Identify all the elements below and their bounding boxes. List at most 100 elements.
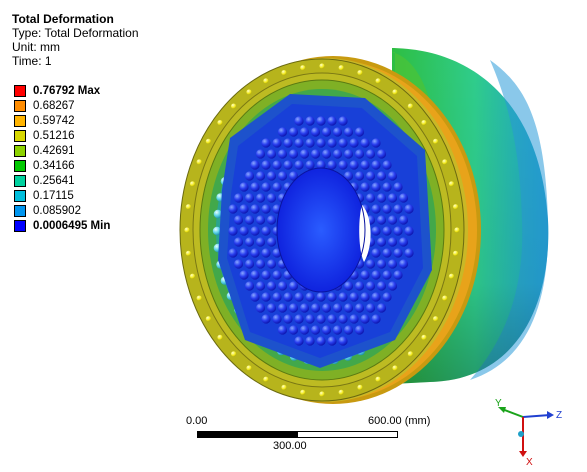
result-type: Type: Total Deformation [12,26,139,40]
blue-ball-icon [387,281,398,291]
bolt-hole-icon [300,389,306,395]
legend-entry: 0.34166 [14,159,75,173]
blue-ball-icon [250,270,260,280]
blue-ball-icon [398,215,409,225]
blue-ball-icon [233,237,244,247]
blue-ball-icon [398,237,409,247]
z-axis-label: Z [556,410,562,421]
blue-ball-icon [376,237,387,247]
blue-ball-icon [294,336,304,346]
blue-ball-icon [283,160,293,170]
legend-swatch [14,175,26,187]
bolt-hole-icon [421,334,427,340]
blue-ball-icon [371,182,381,192]
blue-ball-icon [272,182,282,192]
legend-label: 0.17115 [33,190,74,202]
blue-ball-icon [398,193,409,203]
blue-ball-icon [382,248,392,258]
blue-ball-icon [299,325,310,335]
blue-ball-icon [349,138,359,148]
blue-ball-icon [316,314,326,324]
blue-ball-icon [327,314,337,324]
bolt-hole-icon [453,204,459,210]
legend-label: 0.085902 [33,205,81,217]
legend-swatch [14,205,26,217]
legend-label: 0.25641 [33,175,75,187]
blue-ball-icon [365,171,376,181]
blue-ball-icon [288,303,299,313]
blue-ball-icon [239,226,249,236]
blue-ball-icon [332,325,343,335]
blue-ball-icon [244,193,255,203]
legend-label: 0.34166 [33,160,75,172]
blue-ball-icon [277,171,288,181]
flange-bolts [184,63,460,397]
bolt-hole-icon [231,103,237,109]
result-title: Total Deformation [12,12,114,26]
bolt-hole-icon [319,63,325,69]
blue-ball-icon [316,138,326,148]
blue-ball-icon [244,215,255,225]
blue-ball-icon [305,314,315,324]
legend-label: 0.0006495 Min [33,220,111,232]
scale-left-label: 0.00 [186,415,208,427]
legend-swatch [14,115,26,127]
blue-ball-icon [343,149,354,159]
blue-ball-icon [305,336,315,346]
bolt-hole-icon [205,138,211,144]
blue-ball-icon [299,303,310,313]
bolt-hole-icon [263,376,269,382]
bolt-hole-icon [442,159,448,165]
legend-label: 0.42691 [33,145,75,157]
blue-ball-icon [382,182,392,192]
bolt-hole-icon [217,120,223,126]
blue-ball-icon [255,215,266,225]
x-axis-label: X [526,457,533,467]
axis-triad[interactable]: Y Z X [490,397,570,467]
blue-ball-icon [294,314,304,324]
bolt-hole-icon [375,376,381,382]
blue-ball-icon [288,149,299,159]
blue-ball-icon [382,226,392,236]
blue-ball-icon [338,336,348,346]
x-axis-arrow [519,451,527,457]
legend-entry-min: 0.0006495 Min [14,219,110,233]
blue-ball-icon [321,325,332,335]
cyan-ball-icon [212,226,222,236]
blue-ball-icon [371,292,381,302]
blue-ball-icon [321,149,332,159]
blue-ball-icon [393,226,403,236]
blue-ball-icon [228,204,238,214]
bolt-hole-icon [205,316,211,322]
blue-ball-icon [354,281,365,291]
blue-ball-icon [255,193,266,203]
blue-ball-icon [283,314,293,324]
blue-ball-icon [327,292,337,302]
blue-ball-icon [266,193,277,203]
blue-ball-icon [349,160,359,170]
blue-ball-icon [283,138,293,148]
legend-swatch [14,220,26,232]
blue-ball-icon [244,259,255,269]
blue-ball-icon [382,270,392,280]
bolt-hole-icon [407,351,413,357]
blue-ball-icon [244,171,255,181]
blue-ball-icon [255,149,266,159]
blue-ball-icon [250,248,260,258]
legend-swatch [14,100,26,112]
blue-ball-icon [228,226,238,236]
blue-ball-icon [382,292,392,302]
bolt-hole-icon [392,89,398,95]
blue-ball-icon [387,193,398,203]
blue-ball-icon [299,149,310,159]
blue-ball-icon [305,292,315,302]
blue-ball-icon [255,281,266,291]
blue-ball-icon [365,259,376,269]
blue-ball-icon [299,127,310,137]
y-axis-label: Y [495,398,502,409]
blue-ball-icon [327,336,337,346]
blue-ball-icon [277,281,288,291]
blue-ball-icon [376,259,387,269]
blue-ball-icon [261,160,271,170]
